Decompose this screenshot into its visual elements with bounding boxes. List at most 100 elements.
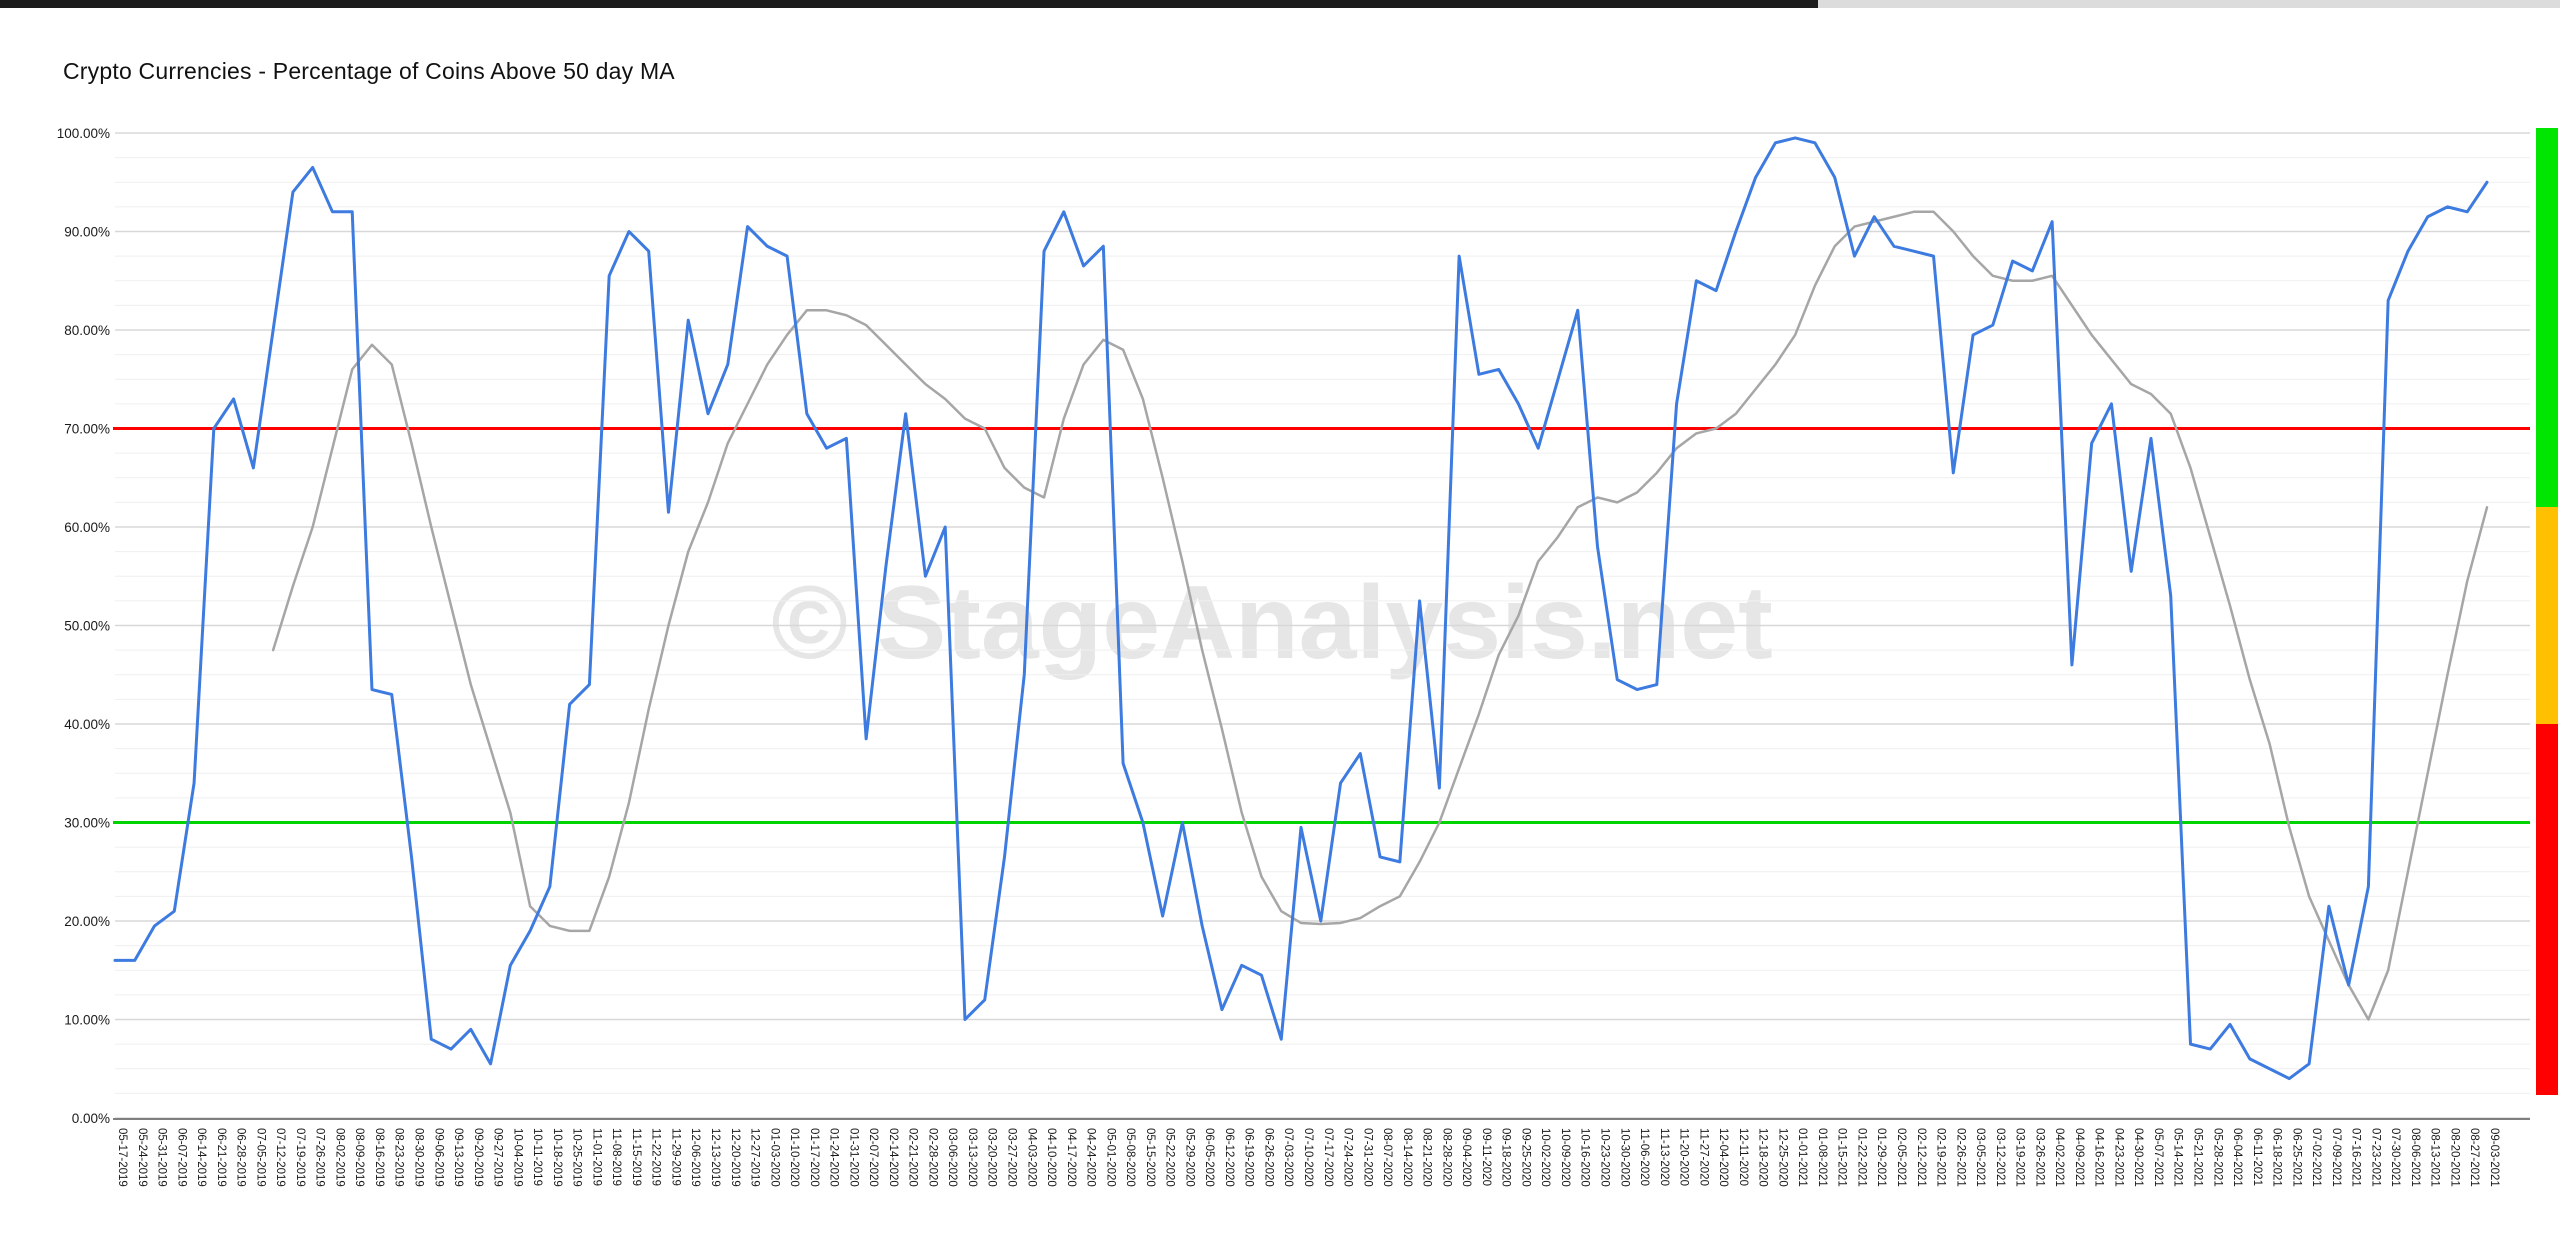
x-tick-label: 05-17-2019: [116, 1128, 128, 1187]
page-title: Crypto Currencies - Percentage of Coins …: [63, 58, 675, 84]
x-tick-label: 04-03-2020: [1025, 1128, 1037, 1187]
x-tick-label: 09-03-2021: [2488, 1128, 2500, 1187]
x-tick-label: 11-22-2019: [650, 1128, 662, 1186]
x-tick-label: 08-28-2020: [1440, 1128, 1452, 1187]
x-tick-label: 01-29-2021: [1875, 1128, 1887, 1187]
x-tick-label: 12-20-2019: [729, 1128, 741, 1187]
x-tick-label: 07-31-2020: [1361, 1128, 1373, 1187]
x-tick-label: 02-21-2020: [907, 1128, 919, 1187]
x-tick-label: 02-19-2021: [1935, 1128, 1947, 1187]
y-tick-label: 30.00%: [64, 816, 110, 831]
x-tick-label: 03-12-2021: [1994, 1128, 2006, 1187]
x-tick-label: 12-13-2019: [709, 1128, 721, 1187]
x-tick-label: 01-24-2020: [828, 1128, 840, 1187]
x-tick-label: 08-14-2020: [1401, 1128, 1413, 1187]
y-tick-label: 50.00%: [64, 619, 110, 634]
x-tick-label: 06-19-2020: [1243, 1128, 1255, 1187]
x-tick-label: 05-24-2019: [136, 1128, 148, 1187]
x-tick-label: 02-26-2021: [1954, 1128, 1966, 1187]
x-tick-label: 08-06-2021: [2409, 1128, 2421, 1187]
x-tick-label: 06-07-2019: [175, 1128, 187, 1187]
x-axis-labels: 05-17-2019 05-24-2019 05-31-2019 06-07-2019…: [116, 1128, 2500, 1187]
x-tick-label: 12-27-2019: [749, 1128, 761, 1187]
x-tick-label: 05-01-2020: [1104, 1128, 1116, 1187]
x-tick-label: 06-18-2021: [2271, 1128, 2283, 1187]
x-tick-label: 05-31-2019: [156, 1128, 168, 1187]
x-tick-label: 10-25-2019: [571, 1128, 583, 1187]
scrollbar-thumb[interactable]: [0, 0, 1818, 8]
x-tick-label: 10-04-2019: [511, 1128, 523, 1187]
x-tick-label: 11-27-2020: [1697, 1128, 1709, 1186]
x-tick-label: 04-24-2020: [1085, 1128, 1097, 1187]
x-tick-label: 06-04-2021: [2231, 1128, 2243, 1187]
x-tick-label: 09-20-2019: [472, 1128, 484, 1187]
x-tick-label: 07-03-2020: [1282, 1128, 1294, 1187]
x-tick-label: 09-27-2019: [492, 1128, 504, 1187]
color-scale-bullish-zone: [2536, 128, 2558, 508]
y-tick-label: 70.00%: [64, 422, 110, 437]
x-tick-label: 07-05-2019: [254, 1128, 266, 1187]
y-tick-label: 60.00%: [64, 520, 110, 535]
x-tick-label: 04-30-2021: [2132, 1128, 2144, 1187]
x-tick-label: 08-27-2021: [2468, 1128, 2480, 1187]
x-tick-label: 02-07-2020: [867, 1128, 879, 1187]
x-tick-label: 10-16-2020: [1579, 1128, 1591, 1187]
x-tick-label: 07-19-2019: [294, 1128, 306, 1187]
y-axis-labels: 100.00% 90.00% 80.00% 70.00% 60.00% 50.00% 40.…: [57, 126, 110, 1126]
x-tick-label: 01-17-2020: [808, 1128, 820, 1187]
x-tick-label: 10-30-2020: [1618, 1128, 1630, 1187]
x-tick-label: 11-08-2019: [610, 1128, 622, 1186]
x-tick-label: 12-04-2020: [1717, 1128, 1729, 1187]
y-tick-label: 40.00%: [64, 717, 110, 732]
x-tick-label: 02-05-2021: [1895, 1128, 1907, 1187]
x-tick-label: 08-23-2019: [393, 1128, 405, 1187]
y-tick-label: 90.00%: [64, 225, 110, 240]
x-tick-label: 11-15-2019: [630, 1128, 642, 1186]
x-tick-label: 05-08-2020: [1124, 1128, 1136, 1187]
series-pct-above-50dma: [113, 136, 2489, 1081]
x-tick-label: 07-17-2020: [1322, 1128, 1334, 1187]
x-tick-label: 07-30-2021: [2389, 1128, 2401, 1187]
x-tick-label: 07-24-2020: [1342, 1128, 1354, 1187]
x-tick-label: 08-02-2019: [333, 1128, 345, 1187]
x-tick-label: 08-30-2019: [413, 1128, 425, 1187]
x-tick-label: 04-23-2021: [2112, 1128, 2124, 1187]
x-tick-label: 09-06-2019: [432, 1128, 444, 1187]
x-tick-label: 06-12-2020: [1223, 1128, 1235, 1187]
x-tick-label: 03-26-2021: [2033, 1128, 2045, 1187]
x-tick-label: 10-23-2020: [1599, 1128, 1611, 1187]
x-tick-label: 01-03-2020: [768, 1128, 780, 1187]
x-tick-label: 03-13-2020: [966, 1128, 978, 1187]
x-tick-label: 08-13-2021: [2429, 1128, 2441, 1187]
gridlines: [115, 132, 2530, 1119]
y-tick-label: 100.00%: [57, 126, 110, 141]
x-tick-label: 08-20-2021: [2448, 1128, 2460, 1187]
x-tick-label: 02-14-2020: [887, 1128, 899, 1187]
x-tick-label: 05-07-2021: [2152, 1128, 2164, 1187]
x-tick-label: 06-21-2019: [215, 1128, 227, 1187]
watermark: © StageAnalysis.net: [771, 565, 1772, 681]
horizontal-scrollbar[interactable]: [0, 0, 2560, 8]
x-tick-label: 05-15-2020: [1144, 1128, 1156, 1187]
x-tick-label: 07-12-2019: [274, 1128, 286, 1187]
x-tick-label: 09-13-2019: [452, 1128, 464, 1187]
x-tick-label: 09-11-2020: [1480, 1128, 1492, 1186]
x-tick-label: 10-11-2019: [531, 1128, 543, 1186]
y-tick-label: 80.00%: [64, 323, 110, 338]
x-tick-label: 01-08-2021: [1816, 1128, 1828, 1187]
x-tick-label: 05-22-2020: [1164, 1128, 1176, 1187]
x-tick-label: 10-18-2019: [551, 1128, 563, 1187]
x-tick-label: 06-25-2021: [2290, 1128, 2302, 1187]
x-tick-label: 06-11-2021: [2251, 1128, 2263, 1186]
x-tick-label: 08-21-2020: [1421, 1128, 1433, 1187]
x-tick-label: 11-20-2020: [1678, 1128, 1690, 1186]
x-tick-label: 01-10-2020: [788, 1128, 800, 1187]
x-tick-label: 12-11-2020: [1737, 1128, 1749, 1186]
x-tick-label: 03-20-2020: [986, 1128, 998, 1187]
x-tick-label: 11-06-2020: [1638, 1128, 1650, 1186]
x-tick-label: 02-28-2020: [926, 1128, 938, 1187]
x-tick-label: 06-28-2019: [235, 1128, 247, 1187]
x-tick-label: 06-05-2020: [1203, 1128, 1215, 1187]
x-tick-label: 11-29-2019: [669, 1128, 681, 1186]
